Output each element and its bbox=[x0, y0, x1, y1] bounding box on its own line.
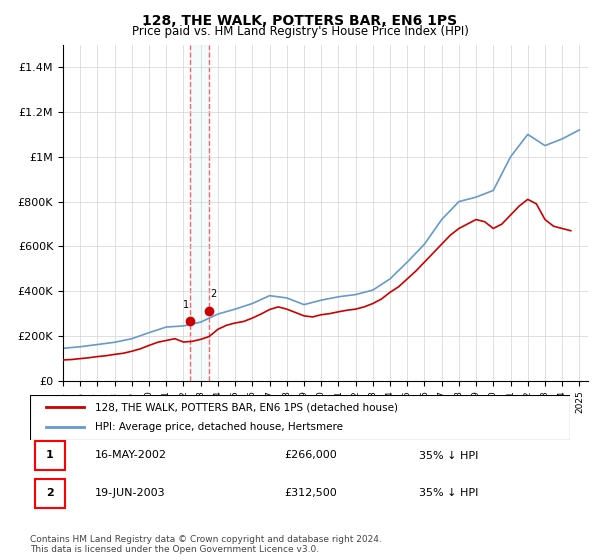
Text: 16-MAY-2002: 16-MAY-2002 bbox=[95, 450, 167, 460]
Bar bbox=[190, 45, 209, 381]
Text: HPI: Average price, detached house, Hertsmere: HPI: Average price, detached house, Hert… bbox=[95, 422, 343, 432]
Text: £312,500: £312,500 bbox=[284, 488, 337, 498]
Text: 128, THE WALK, POTTERS BAR, EN6 1PS (detached house): 128, THE WALK, POTTERS BAR, EN6 1PS (det… bbox=[95, 402, 398, 412]
FancyBboxPatch shape bbox=[35, 441, 65, 470]
Text: 2: 2 bbox=[46, 488, 54, 498]
Text: Contains HM Land Registry data © Crown copyright and database right 2024.
This d: Contains HM Land Registry data © Crown c… bbox=[30, 535, 382, 554]
Text: Price paid vs. HM Land Registry's House Price Index (HPI): Price paid vs. HM Land Registry's House … bbox=[131, 25, 469, 38]
Text: 35% ↓ HPI: 35% ↓ HPI bbox=[419, 488, 478, 498]
Text: 1: 1 bbox=[183, 300, 189, 310]
FancyBboxPatch shape bbox=[30, 395, 570, 440]
Text: 2: 2 bbox=[211, 290, 217, 300]
Text: 128, THE WALK, POTTERS BAR, EN6 1PS: 128, THE WALK, POTTERS BAR, EN6 1PS bbox=[142, 14, 458, 28]
Text: £266,000: £266,000 bbox=[284, 450, 337, 460]
FancyBboxPatch shape bbox=[35, 479, 65, 507]
Text: 19-JUN-2003: 19-JUN-2003 bbox=[95, 488, 166, 498]
Text: 35% ↓ HPI: 35% ↓ HPI bbox=[419, 450, 478, 460]
Text: 1: 1 bbox=[46, 450, 54, 460]
